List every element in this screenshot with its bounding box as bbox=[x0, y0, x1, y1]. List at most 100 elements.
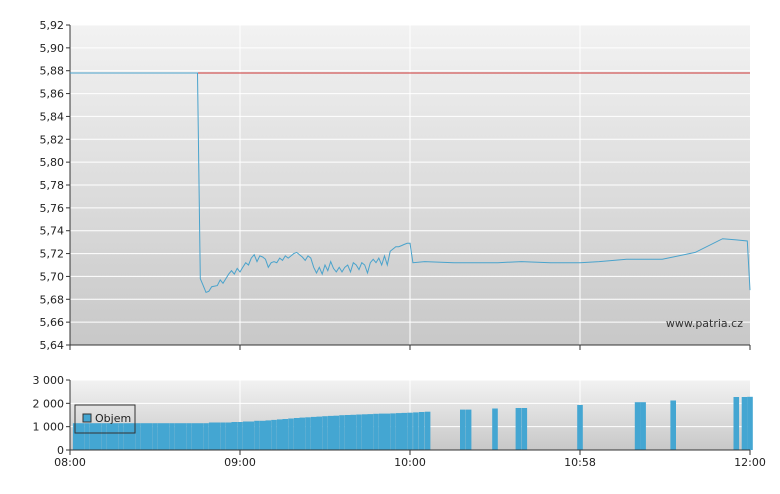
volume-bar bbox=[373, 413, 379, 450]
volume-bar bbox=[174, 423, 181, 450]
price-y-tick-label: 5,76 bbox=[40, 202, 65, 215]
volume-bar bbox=[350, 414, 357, 450]
volume-bar bbox=[101, 423, 107, 450]
price-y-tick-label: 5,72 bbox=[40, 248, 65, 261]
volume-bar bbox=[208, 422, 215, 450]
volume-bar bbox=[747, 396, 753, 450]
price-y-tick-label: 5,84 bbox=[40, 110, 65, 123]
volume-bar bbox=[95, 423, 102, 450]
volume-bar bbox=[197, 423, 204, 450]
volume-bar bbox=[401, 412, 408, 450]
volume-bar bbox=[135, 423, 141, 450]
volume-bar bbox=[271, 419, 277, 450]
volume-bar bbox=[293, 418, 300, 450]
volume-bar bbox=[418, 412, 425, 450]
volume-bar bbox=[378, 413, 385, 450]
price-y-tick-label: 5,88 bbox=[40, 65, 65, 78]
price-y-tick-label: 5,82 bbox=[40, 133, 65, 146]
volume-bar bbox=[140, 423, 147, 450]
volume-bar bbox=[186, 423, 192, 450]
volume-bar bbox=[237, 422, 243, 450]
volume-x-tick-label: 10:58 bbox=[564, 456, 596, 469]
price-y-axis: 5,92 5,90 5,88 5,86 5,84 5,82 5,80 5,78 5,76 5,74… bbox=[40, 19, 71, 352]
volume-bar bbox=[741, 397, 748, 450]
volume-y-tick-label: 3 000 bbox=[33, 374, 65, 387]
volume-bar bbox=[72, 423, 79, 450]
volume-bar bbox=[248, 421, 255, 450]
volume-bar bbox=[282, 419, 289, 450]
volume-bar bbox=[220, 422, 226, 450]
volume-bar bbox=[344, 415, 351, 450]
volume-legend: Objem bbox=[74, 404, 136, 434]
price-y-tick-label: 5,92 bbox=[40, 19, 65, 32]
price-y-tick-label: 5,64 bbox=[40, 339, 65, 352]
volume-bar bbox=[129, 423, 136, 450]
volume-bar bbox=[106, 423, 113, 450]
volume-x-tick-label: 10:00 bbox=[394, 456, 426, 469]
price-y-tick-label: 5,66 bbox=[40, 316, 65, 329]
volume-x-axis-labels: 08:00 09:00 10:00 10:58 12:00 bbox=[54, 450, 766, 469]
volume-bar bbox=[356, 414, 362, 450]
volume-bar bbox=[640, 402, 646, 450]
volume-bar bbox=[231, 422, 238, 450]
volume-bar bbox=[265, 420, 272, 450]
volume-y-tick-label: 2 000 bbox=[33, 397, 65, 410]
volume-bar bbox=[259, 420, 266, 450]
volume-bar bbox=[89, 423, 96, 450]
watermark: www.patria.cz bbox=[666, 317, 743, 330]
volume-bar bbox=[254, 420, 260, 450]
volume-bar bbox=[305, 417, 311, 450]
volume-bar bbox=[78, 423, 85, 450]
volume-bar bbox=[225, 422, 232, 450]
legend-swatch bbox=[82, 413, 92, 423]
volume-bar bbox=[390, 413, 396, 450]
volume-bar bbox=[123, 423, 130, 450]
price-y-tick-label: 5,70 bbox=[40, 270, 65, 283]
volume-bar bbox=[203, 423, 209, 450]
volume-bar bbox=[316, 416, 323, 450]
volume-x-tick-label: 08:00 bbox=[54, 456, 86, 469]
volume-bar bbox=[515, 408, 522, 450]
volume-bar bbox=[327, 415, 334, 450]
volume-bar bbox=[634, 402, 641, 450]
volume-y-axis: 3 000 2 000 1 000 0 bbox=[33, 374, 71, 457]
volume-bar bbox=[242, 421, 249, 450]
volume-bar bbox=[395, 413, 402, 450]
price-y-tick-label: 5,80 bbox=[40, 156, 65, 169]
volume-bar bbox=[367, 414, 374, 450]
volume-bar bbox=[424, 411, 431, 450]
price-line bbox=[70, 72, 751, 294]
volume-bar bbox=[288, 418, 294, 450]
legend-label: Objem bbox=[95, 412, 131, 425]
price-y-tick-label: 5,86 bbox=[40, 88, 65, 101]
volume-bar bbox=[163, 423, 170, 450]
volume-bar bbox=[310, 416, 317, 450]
volume-bar bbox=[146, 423, 153, 450]
volume-bar bbox=[333, 415, 340, 450]
volume-bar bbox=[112, 423, 119, 450]
volume-bar bbox=[413, 412, 419, 450]
volume-bar bbox=[157, 423, 164, 450]
volume-bar bbox=[191, 423, 198, 450]
volume-bar bbox=[152, 423, 158, 450]
volume-bar bbox=[733, 397, 740, 450]
volume-bar bbox=[492, 408, 498, 450]
volume-bar bbox=[276, 419, 283, 450]
price-y-tick-label: 5,78 bbox=[40, 179, 65, 192]
volume-bar bbox=[460, 409, 466, 450]
price-y-tick-label: 5,68 bbox=[40, 293, 65, 306]
volume-bar bbox=[384, 413, 391, 450]
price-x-ticks bbox=[69, 345, 751, 350]
volume-bar bbox=[118, 423, 124, 450]
volume-bar bbox=[577, 405, 583, 450]
volume-bar bbox=[214, 422, 221, 450]
volume-bars bbox=[72, 396, 753, 450]
volume-bar bbox=[339, 415, 345, 450]
volume-bar bbox=[670, 400, 676, 450]
volume-bar bbox=[322, 416, 328, 450]
volume-bar bbox=[521, 408, 528, 450]
volume-bar bbox=[299, 417, 306, 450]
volume-x-tick-label: 09:00 bbox=[224, 456, 256, 469]
